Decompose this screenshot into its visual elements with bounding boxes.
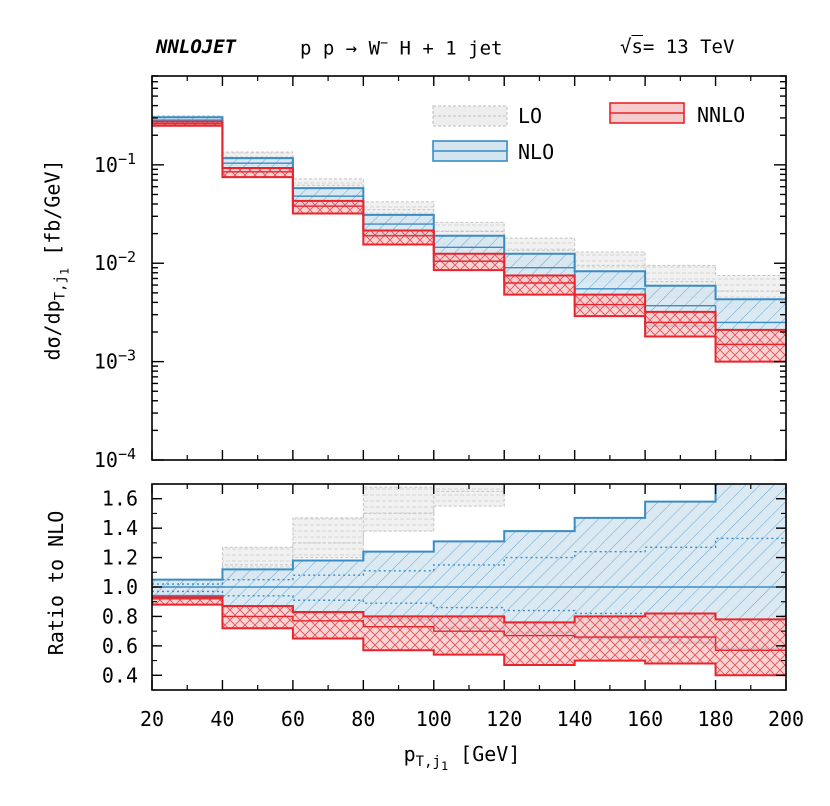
legend-label-nlo: NLO: [518, 140, 554, 164]
legend: LO NLO NNLO: [432, 102, 745, 164]
main-nlo-upper-edge: [152, 116, 786, 301]
x-label-main: p: [403, 742, 416, 766]
main-y-tick-label: 10−4: [94, 445, 136, 472]
x-tick-label: 200: [768, 707, 804, 731]
main-y-tick-base: 10: [94, 251, 118, 275]
ratio-y-tick-label: 1.4: [102, 516, 138, 540]
ratio-nlo-hatch-bin-1: [222, 569, 293, 607]
ratio-nnlo-lower-edge: [152, 603, 786, 677]
energy-s: s: [631, 36, 643, 58]
main-nnlo-hatch-bin-7: [645, 311, 716, 337]
x-tick-label: 100: [416, 707, 452, 731]
ratio-nlo-hatch-bin-0: [152, 579, 223, 596]
x-label-unit: [GeV]: [448, 742, 521, 766]
generator-name: NNLOJET: [156, 36, 237, 58]
ratio-nnlo-hatch-bin-4: [433, 616, 505, 655]
x-label-subsub: 1: [440, 758, 449, 773]
process-right: H + 1 jet: [388, 37, 503, 60]
ratio-y-tick-label: 1.2: [102, 546, 138, 570]
main-nnlo-upper-edge: [152, 120, 786, 331]
main-nnlo-hatch-bin-6: [574, 294, 646, 317]
ratio-lo-lower-edge: [152, 484, 786, 595]
main-y-tick-label: 10−1: [94, 150, 136, 177]
main-y-tick-base: 10: [94, 153, 118, 177]
main-y-tick-exponent: −3: [118, 347, 136, 365]
ratio-y-tick-label: 0.6: [102, 634, 138, 658]
main-y-label-sub: T,j1: [52, 267, 72, 301]
main-nlo-central-line: [152, 119, 786, 324]
ratio-nlo-hatch-bin-5: [504, 531, 575, 633]
x-tick-label: 140: [557, 707, 593, 731]
ratio-nnlo-central-line: [152, 598, 786, 651]
main-nnlo-hatch-bin-1: [222, 167, 293, 178]
ratio-y-axis-label: Ratio to NLO: [44, 510, 68, 656]
ratio-nnlo-hatch-bin-1: [222, 606, 293, 629]
ratio-nnlo-hatch-bin-6: [574, 616, 646, 661]
ratio-nnlo-hatch-bin-8: [715, 619, 786, 676]
ratio-lo-hatch-bin-2: [292, 517, 364, 558]
legend-label-nnlo: NNLO: [697, 103, 745, 127]
legend-item-nlo: NLO: [432, 140, 554, 164]
main-y-tick-exponent: −2: [118, 248, 136, 266]
main-lo-central-line: [152, 119, 786, 292]
main-y-tick-label: 10−3: [94, 347, 136, 374]
main-nnlo-hatch-bin-8: [715, 329, 786, 362]
energy-value: = 13 TeV: [642, 36, 735, 58]
x-axis-label: pT,j1 [GeV]: [404, 742, 521, 773]
ratio-lo-hatch-bin-4: [433, 484, 505, 507]
ratio-nlo-hatch-bin-3: [363, 551, 434, 620]
ratio-nlo-upper-edge: [152, 484, 717, 581]
x-tick-label: 60: [281, 707, 305, 731]
x-tick-label: 20: [140, 707, 164, 731]
ratio-nnlo-hatch-bin-7: [645, 613, 716, 664]
energy-label: √s= 13 TeV: [620, 36, 734, 58]
ratio-lo-hatch-bin-3: [363, 486, 434, 532]
main-y-label-unit: [fb/GeV]: [40, 159, 65, 268]
x-tick-label: 120: [486, 707, 522, 731]
process-left: p p → W: [300, 37, 381, 60]
main-nnlo-hatch-bin-2: [292, 200, 364, 214]
x-tick-label: 160: [627, 707, 663, 731]
ratio-nnlo-hatch-bin-2: [292, 612, 364, 639]
legend-item-nnlo: NNLO: [609, 102, 745, 127]
x-tick-label: 80: [351, 707, 375, 731]
main-nnlo-lower-edge: [152, 124, 786, 363]
ratio-nnlo-hatch-bin-0: [152, 597, 223, 605]
main-y-label-main: dσ/dp: [40, 300, 65, 361]
main-nnlo-hatch-bin-3: [363, 230, 434, 245]
main-y-tick-exponent: −4: [118, 445, 136, 463]
main-y-tick-exponent: −1: [118, 150, 136, 168]
main-nnlo-hatch-bin-4: [433, 253, 505, 271]
legend-item-lo: LO: [432, 104, 542, 128]
ratio-nnlo-hatch-bin-3: [363, 616, 434, 651]
ratio-nnlo-hatch-bin-5: [504, 622, 575, 665]
main-y-tick-label: 10−2: [94, 248, 136, 275]
ratio-lo-central-line: [152, 484, 786, 588]
main-nnlo-central-line: [152, 122, 786, 345]
main-y-label-subsub: 1: [57, 267, 72, 276]
main-nnlo-hatch-bin-5: [504, 275, 575, 295]
x-tick-label: 180: [697, 707, 733, 731]
ratio-nlo-hatch-bin-4: [433, 541, 505, 629]
sqrt-symbol: √: [620, 36, 632, 58]
ratio-y-tick-label: 1.0: [102, 575, 138, 599]
process-label: p p → W− H + 1 jet: [300, 36, 502, 59]
ratio-y-tick-label: 1.6: [102, 487, 138, 511]
ratio-y-tick-label: 0.4: [102, 663, 138, 687]
main-panel: 10−110−210−310−4 LO NLO NNLO: [94, 75, 787, 472]
ratio-panel: 0.4 0.6 0.8 1.0 1.2 1.4 1.6 20 40 60 80 100 120 140 16…: [102, 483, 804, 731]
x-tick-label: 40: [210, 707, 234, 731]
ratio-nlo-inner-upper: [152, 537, 786, 585]
ratio-y-tick-label: 0.8: [102, 604, 138, 628]
main-y-axis-label: dσ/dpT,j1 [fb/GeV]: [41, 159, 72, 360]
process-charge: −: [380, 36, 389, 51]
legend-label-lo: LO: [518, 104, 542, 128]
main-y-tick-base: 10: [94, 448, 118, 472]
x-label-sub: T,j1: [415, 754, 449, 773]
main-y-tick-base: 10: [94, 350, 118, 374]
main-lo-upper-edge: [152, 115, 786, 277]
ratio-nnlo-upper-edge: [152, 596, 786, 624]
